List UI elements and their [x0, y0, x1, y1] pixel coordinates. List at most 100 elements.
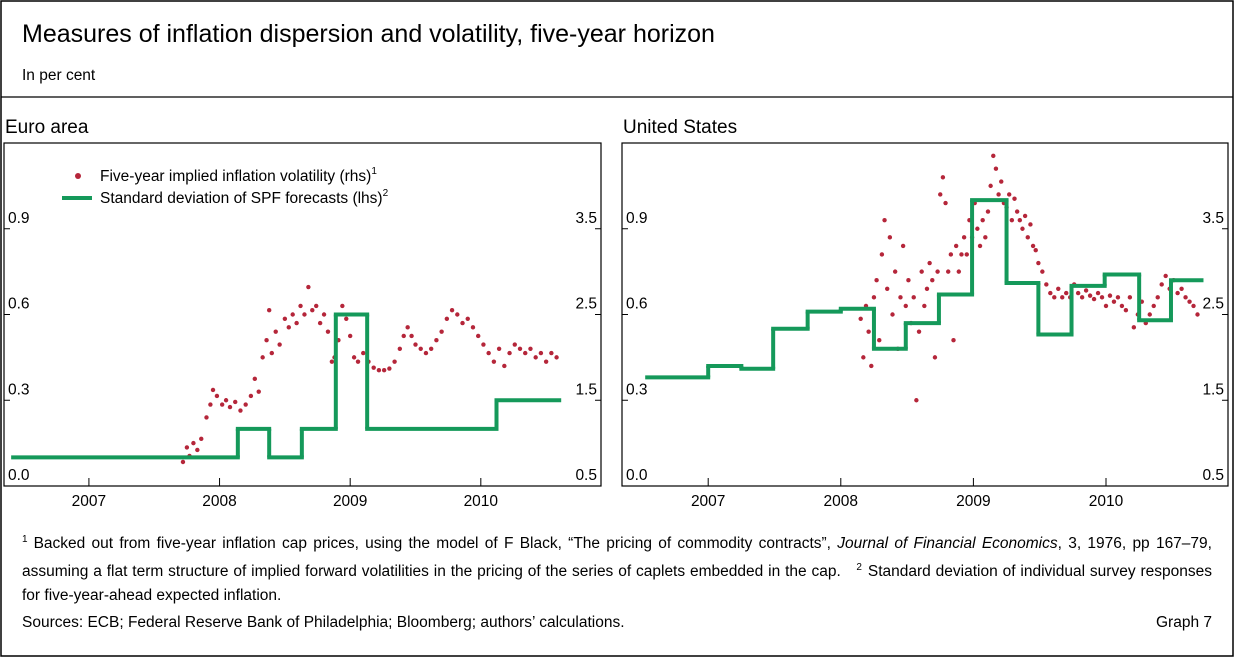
scatter-point	[935, 269, 940, 274]
scatter-point	[975, 226, 980, 231]
scatter-point	[919, 269, 924, 274]
scatter-point	[869, 363, 874, 369]
scatter-point	[306, 284, 311, 290]
legend-label: Standard deviation of SPF forecasts (lhs…	[100, 188, 389, 207]
scatter-point	[1115, 295, 1121, 300]
scatter-point	[227, 404, 233, 410]
scatter-point	[1127, 295, 1133, 300]
scatter-point	[951, 338, 956, 343]
scatter-point	[930, 278, 935, 283]
legend-marker	[75, 173, 81, 179]
scatter-point	[496, 346, 502, 351]
footnote-text: Journal of Financial Economics	[837, 535, 1058, 552]
scatter-point	[533, 355, 538, 360]
y-tick-label: 0.9	[8, 210, 30, 227]
scatter-point	[1030, 243, 1036, 249]
scatter-point	[351, 355, 357, 360]
scatter-point	[956, 269, 962, 274]
scatter-point	[1159, 282, 1164, 287]
scatter-point	[996, 192, 1001, 197]
scatter-point	[961, 235, 967, 240]
scatter-point	[376, 368, 382, 373]
scatter-point	[900, 243, 906, 249]
scatter-point	[1119, 303, 1125, 309]
scatter-point	[517, 346, 523, 351]
scatter-point	[983, 235, 988, 240]
scatter-point	[877, 338, 882, 343]
scatter-point	[277, 342, 282, 347]
scatter-point	[423, 350, 429, 356]
scatter-point	[286, 325, 291, 330]
scatter-point	[948, 252, 954, 257]
scatter-point	[502, 363, 507, 369]
scatter-point	[248, 393, 254, 399]
y2-tick-label: 3.5	[1202, 210, 1224, 227]
scatter-point	[273, 329, 278, 334]
scatter-point	[481, 342, 486, 347]
scatter-point	[993, 166, 999, 171]
scatter-point	[314, 303, 319, 309]
scatter-point	[195, 447, 200, 453]
scatter-point	[1179, 286, 1184, 291]
scatter-point	[554, 355, 559, 360]
x-tick-label: 2010	[1089, 493, 1124, 510]
scatter-point	[911, 295, 916, 300]
scatter-point	[1040, 269, 1045, 274]
scatter-point	[418, 346, 423, 351]
scatter-point	[298, 303, 303, 309]
x-tick-label: 2009	[333, 493, 367, 510]
y2-tick-label: 0.5	[575, 467, 597, 484]
scatter-point	[1083, 288, 1089, 293]
scatter-point	[866, 329, 871, 334]
scatter-point	[1007, 192, 1012, 197]
scatter-point	[269, 350, 275, 356]
y-tick-label: 0.3	[626, 381, 648, 398]
scatter-point	[1048, 290, 1053, 296]
scatter-point	[449, 308, 455, 313]
scatter-point	[1056, 286, 1061, 291]
footnote-text: , 3, 1976, pp 167–79, assuming a flat te…	[22, 535, 1212, 580]
scatter-point	[1012, 196, 1017, 201]
legend-label: Five-year implied inflation volatility (…	[100, 166, 377, 185]
scatter-point	[302, 312, 307, 317]
scatter-point	[1183, 295, 1188, 300]
footnotes: 1 Backed out from five-year inflation cap…	[22, 528, 1212, 608]
scatter-point	[1079, 295, 1085, 300]
scatter-point	[861, 355, 866, 360]
x-tick-label: 2007	[72, 493, 106, 510]
scatter-point	[906, 278, 911, 283]
scatter-point	[1009, 217, 1015, 223]
scatter-point	[1020, 226, 1025, 231]
scatter-point	[329, 359, 335, 364]
scatter-point	[959, 252, 964, 257]
scatter-point	[317, 320, 323, 326]
y2-tick-label: 2.5	[575, 296, 597, 313]
scatter-point	[1028, 222, 1033, 227]
scatter-point	[999, 179, 1004, 184]
footnote-text: Standard deviation of individual survey …	[22, 563, 1212, 604]
scatter-point	[985, 209, 991, 214]
scatter-point	[938, 192, 943, 197]
title: Measures of inflation dispersion and vol…	[22, 20, 715, 48]
scatter-point	[927, 260, 932, 266]
scatter-point	[486, 350, 491, 356]
scatter-point	[988, 183, 993, 189]
scatter-point	[321, 312, 327, 317]
footnote-text: Backed out from five-year inflation cap …	[33, 535, 838, 552]
scatter-point	[465, 316, 470, 321]
scatter-point	[428, 346, 434, 351]
scatter-point	[325, 329, 331, 334]
y-tick-label: 0.6	[8, 296, 30, 313]
y2-tick-label: 0.5	[1202, 467, 1224, 484]
scatter-point	[1147, 312, 1152, 317]
scatter-point	[294, 320, 299, 326]
scatter-point	[204, 415, 209, 420]
y2-tick-label: 1.5	[1202, 381, 1224, 398]
scatter-point	[1022, 213, 1028, 219]
y-tick-label: 0.3	[8, 381, 30, 398]
scatter-point	[887, 235, 893, 240]
scatter-point	[1107, 293, 1113, 298]
scatter-point	[1075, 290, 1081, 296]
y-tick-label: 0.6	[626, 296, 648, 313]
